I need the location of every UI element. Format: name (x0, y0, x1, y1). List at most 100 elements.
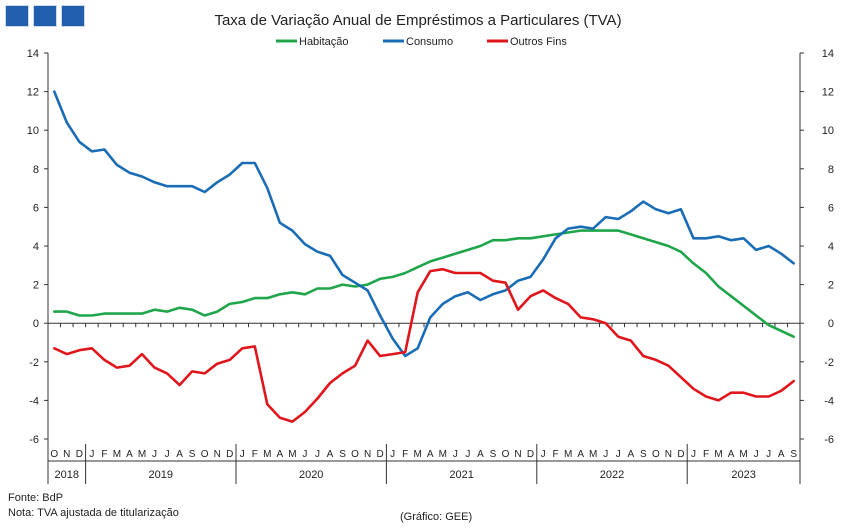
x-tick-label: O (652, 449, 660, 460)
series-lines (52, 90, 796, 423)
x-tick-label: N (514, 449, 521, 460)
y-tick-label-left: -2 (29, 357, 39, 369)
y-tick-label-right: 4 (828, 241, 834, 253)
logo-square (33, 5, 57, 27)
footer-credit: (Gráfico: GEE) (400, 511, 472, 523)
chart-title: Taxa de Variação Anual de Empréstimos a … (214, 12, 621, 29)
x-tick-label: S (189, 449, 196, 460)
x-tick-label: O (50, 449, 58, 460)
y-tick-label-right: -6 (824, 434, 834, 446)
x-tick-label: O (351, 449, 359, 460)
y-tick-label-right: 12 (822, 87, 834, 99)
x-tick-label: J (89, 449, 94, 460)
x-tick-label: J (165, 449, 170, 460)
x-tick-label: A (778, 449, 785, 460)
x-tick-label: M (263, 449, 271, 460)
x-tick-label: F (402, 449, 408, 460)
y-tick-label-left: 6 (33, 202, 39, 214)
footer-source: Fonte: BdP (8, 492, 63, 504)
y-tick-label-left: 8 (33, 164, 39, 176)
x-tick-label: S (490, 449, 497, 460)
x-tick-label: J (240, 449, 245, 460)
x-tick-label: N (665, 449, 672, 460)
x-tick-label: N (214, 449, 221, 460)
x-tick-label: J (152, 449, 157, 460)
y-tick-label-right: -4 (824, 395, 834, 407)
logo-square (61, 5, 85, 27)
year-label: 2022 (600, 469, 624, 481)
x-tick-label: M (138, 449, 146, 460)
y-tick-label-left: 0 (33, 318, 39, 330)
y-tick-label-right: 10 (822, 125, 834, 137)
logo-square (5, 5, 29, 27)
x-tick-label: M (288, 449, 296, 460)
x-tick-label: M (113, 449, 121, 460)
x-tick-label: M (589, 449, 597, 460)
x-tick-label: J (465, 449, 470, 460)
x-tick-label: F (703, 449, 709, 460)
x-tick-label: A (327, 449, 334, 460)
x-tick-label: S (640, 449, 647, 460)
series-line-habitacao (52, 229, 796, 339)
x-tick-label: J (453, 449, 458, 460)
x-tick-label: M (739, 449, 747, 460)
y-tick-label-left: 4 (33, 241, 39, 253)
x-tick-label: D (527, 449, 534, 460)
y-tick-label-left: -4 (29, 395, 39, 407)
x-tick-label: A (427, 449, 434, 460)
x-tick-label: F (252, 449, 258, 460)
x-tick-label: F (101, 449, 107, 460)
x-tick-label: O (502, 449, 510, 460)
y-tick-label-right: 8 (828, 164, 834, 176)
x-tick-label: N (63, 449, 70, 460)
x-tick-label: D (377, 449, 384, 460)
year-label: 2018 (55, 469, 79, 481)
x-tick-label: J (603, 449, 608, 460)
x-tick-label: J (302, 449, 307, 460)
x-tick-label: J (616, 449, 621, 460)
x-tick-label: D (76, 449, 83, 460)
x-tick-label: A (176, 449, 183, 460)
x-tick-label: M (564, 449, 572, 460)
y-tick-label-left: -6 (29, 434, 39, 446)
x-tick-label: D (677, 449, 684, 460)
x-tick-label: S (339, 449, 346, 460)
y-tick-label-left: 12 (27, 87, 39, 99)
x-tick-label: A (577, 449, 584, 460)
legend-label-outros: Outros Fins (510, 36, 567, 48)
gee-logo (5, 5, 85, 27)
x-tick-label: A (477, 449, 484, 460)
footer-note: Nota: TVA ajustada de titularização (8, 507, 179, 519)
legend: Habitação Consumo Outros Fins (276, 36, 567, 48)
x-tick-label: M (714, 449, 722, 460)
year-label: 2019 (149, 469, 173, 481)
x-tick-label: A (728, 449, 735, 460)
y-tick-label-right: 6 (828, 202, 834, 214)
x-tick-label: J (691, 449, 696, 460)
y-tick-label-right: 14 (822, 48, 834, 60)
x-tick-label: J (315, 449, 320, 460)
x-tick-label: D (226, 449, 233, 460)
y-tick-label-left: 2 (33, 280, 39, 292)
y-tick-label-left: 10 (27, 125, 39, 137)
x-tick-label: J (541, 449, 546, 460)
x-tick-label: J (766, 449, 771, 460)
y-tick-label-right: -2 (824, 357, 834, 369)
series-line-consumo (52, 90, 796, 358)
x-tick-label: S (790, 449, 797, 460)
y-tick-label-right: 2 (828, 280, 834, 292)
x-tick-label: O (201, 449, 209, 460)
x-tick-label: F (553, 449, 559, 460)
x-tick-label: N (364, 449, 371, 460)
year-label: 2023 (731, 469, 755, 481)
year-label: 2021 (449, 469, 473, 481)
x-tick-label: J (390, 449, 395, 460)
x-tick-label: J (754, 449, 759, 460)
x-tick-label: M (439, 449, 447, 460)
y-tick-label-left: 14 (27, 48, 39, 60)
y-tick-label-right: 0 (828, 318, 834, 330)
x-tick-label: A (277, 449, 284, 460)
legend-label-consumo: Consumo (406, 36, 453, 48)
year-label: 2020 (299, 469, 323, 481)
